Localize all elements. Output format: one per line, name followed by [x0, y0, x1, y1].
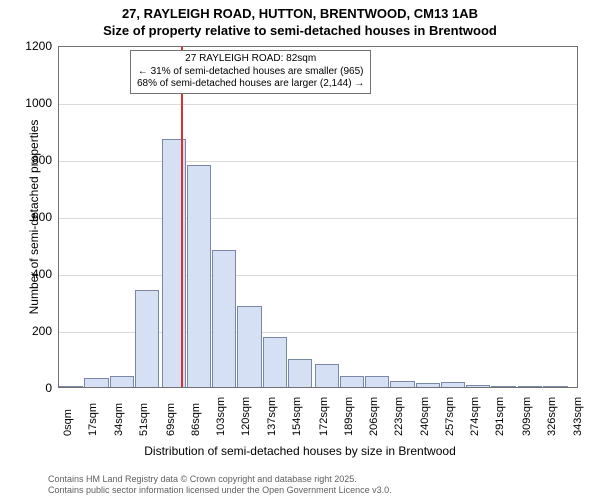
plot-area: [58, 46, 578, 388]
histogram-bar: [263, 337, 287, 387]
gridline: [59, 161, 577, 162]
annotation-line: 27 RAYLEIGH ROAD: 82sqm: [137, 53, 364, 66]
gridline: [59, 218, 577, 219]
xtick-label: 257sqm: [444, 397, 456, 436]
histogram-bar: [390, 381, 414, 387]
ytick-label: 600: [12, 210, 52, 224]
histogram-bar: [543, 386, 567, 387]
histogram-bar: [416, 383, 440, 387]
xtick-label: 206sqm: [368, 397, 380, 436]
title-line-1: 27, RAYLEIGH ROAD, HUTTON, BRENTWOOD, CM…: [0, 6, 600, 23]
xtick-label: 223sqm: [393, 397, 405, 436]
xtick-label: 137sqm: [266, 397, 278, 436]
histogram-bar: [59, 386, 83, 387]
xtick-label: 309sqm: [521, 397, 533, 436]
xtick-label: 0sqm: [62, 409, 74, 436]
histogram-bar: [441, 382, 465, 387]
histogram-bar: [84, 378, 108, 387]
ytick-label: 200: [12, 324, 52, 338]
gridline: [59, 104, 577, 105]
xtick-label: 69sqm: [165, 403, 177, 436]
xtick-label: 120sqm: [240, 397, 252, 436]
xtick-label: 189sqm: [343, 397, 355, 436]
ytick-label: 800: [12, 153, 52, 167]
annotation-box: 27 RAYLEIGH ROAD: 82sqm← 31% of semi-det…: [130, 50, 371, 94]
histogram-bar: [212, 250, 236, 387]
histogram-bar: [315, 364, 339, 387]
title-line-2: Size of property relative to semi-detach…: [0, 23, 600, 40]
histogram-bar: [187, 165, 211, 387]
footer-line-1: Contains HM Land Registry data © Crown c…: [48, 474, 392, 485]
xtick-label: 154sqm: [291, 397, 303, 436]
ytick-label: 0: [12, 381, 52, 395]
ytick-label: 400: [12, 267, 52, 281]
histogram-bar: [288, 359, 312, 388]
xtick-label: 240sqm: [419, 397, 431, 436]
histogram-bar: [340, 376, 364, 387]
histogram-bar: [518, 386, 542, 387]
xtick-label: 51sqm: [138, 403, 150, 436]
ytick-label: 1200: [12, 39, 52, 53]
xtick-label: 34sqm: [113, 403, 125, 436]
histogram-bar: [135, 290, 159, 387]
xtick-label: 172sqm: [318, 397, 330, 436]
xtick-label: 326sqm: [546, 397, 558, 436]
histogram-bar: [491, 386, 515, 387]
gridline: [59, 275, 577, 276]
histogram-bar: [110, 376, 134, 387]
xtick-label: 343sqm: [572, 397, 584, 436]
annotation-line: ← 31% of semi-detached houses are smalle…: [137, 66, 364, 79]
histogram-bar: [365, 376, 389, 387]
xtick-label: 274sqm: [469, 397, 481, 436]
marker-line: [181, 47, 183, 387]
xtick-label: 86sqm: [190, 403, 202, 436]
histogram-bar: [237, 306, 261, 387]
footer-line-2: Contains public sector information licen…: [48, 485, 392, 496]
xtick-label: 103sqm: [215, 397, 227, 436]
histogram-bar: [466, 385, 490, 387]
xtick-label: 17sqm: [87, 403, 99, 436]
footer: Contains HM Land Registry data © Crown c…: [48, 474, 392, 496]
x-axis-label: Distribution of semi-detached houses by …: [0, 444, 600, 458]
xtick-label: 291sqm: [494, 397, 506, 436]
title-block: 27, RAYLEIGH ROAD, HUTTON, BRENTWOOD, CM…: [0, 0, 600, 40]
ytick-label: 1000: [12, 96, 52, 110]
annotation-line: 68% of semi-detached houses are larger (…: [137, 78, 364, 91]
